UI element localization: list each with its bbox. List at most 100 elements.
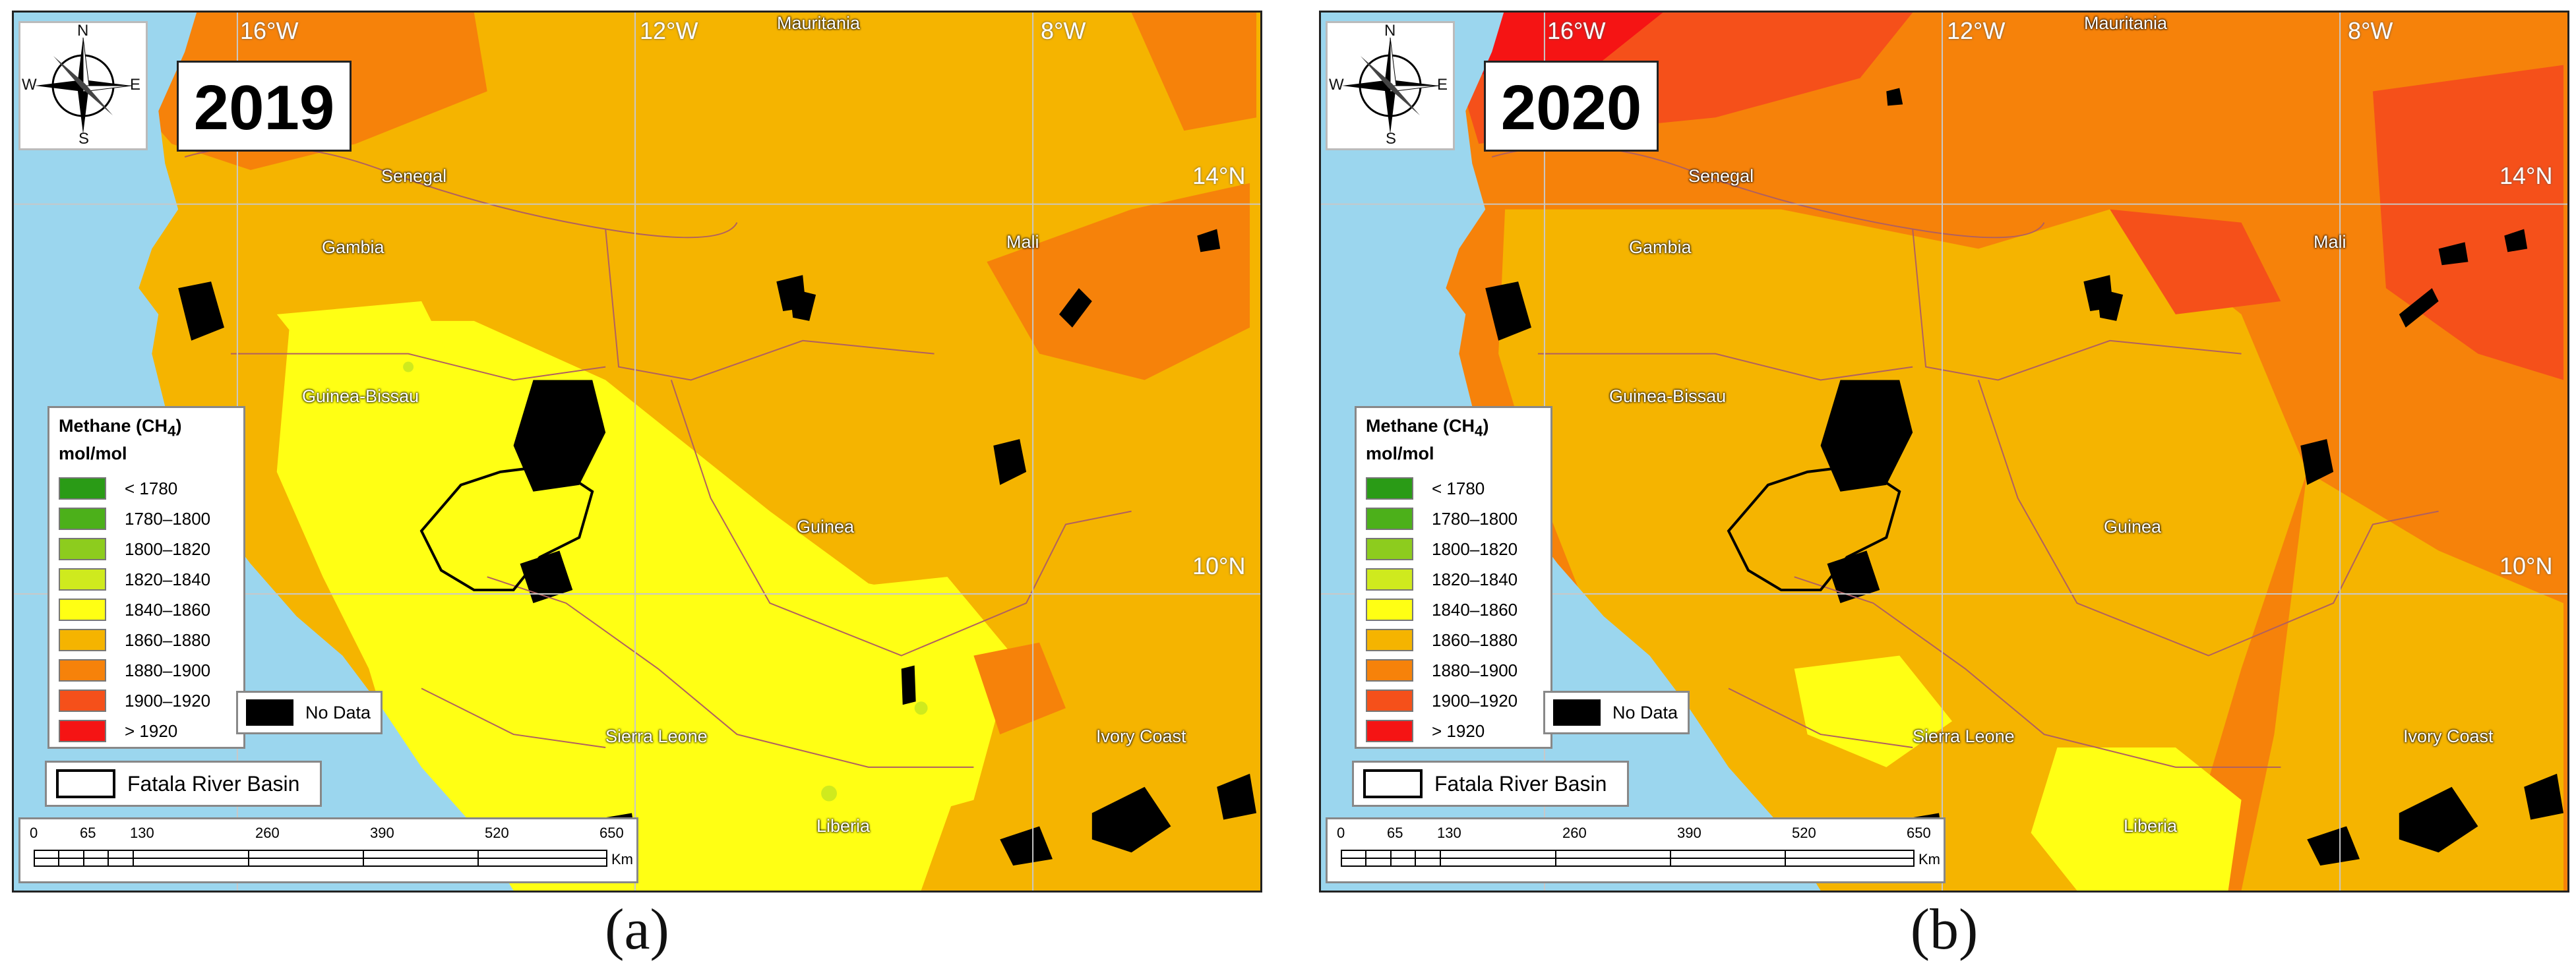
year-label: 2020 bbox=[1484, 61, 1659, 152]
legend-item: 1800–1820 bbox=[1366, 534, 1541, 564]
legend-swatch bbox=[1366, 659, 1413, 682]
nodata-swatch bbox=[246, 699, 293, 726]
country-label: Gambia bbox=[322, 237, 384, 257]
legend-label: 1840–1860 bbox=[1432, 599, 1518, 620]
basin-label: Fatala River Basin bbox=[127, 771, 300, 796]
scale-tick: 650 bbox=[599, 825, 624, 841]
year-label: 2019 bbox=[177, 61, 352, 152]
scale-tick: 0 bbox=[1337, 825, 1345, 841]
scale-bar: 0 65 130 260 390 520 650 Km bbox=[18, 817, 638, 883]
compass-rose: N S E W bbox=[1326, 21, 1455, 150]
legend-item: 1880–1900 bbox=[1366, 655, 1541, 686]
scale-ruler bbox=[1341, 850, 1915, 867]
legend-title: Methane (CH4) bbox=[59, 416, 182, 440]
legend-label: 1840–1860 bbox=[125, 599, 211, 620]
legend: Methane (CH4) mol/mol < 1780 1780–1800 180… bbox=[1355, 406, 1552, 749]
compass-s: S bbox=[78, 130, 90, 148]
country-label: Ivory Coast bbox=[1096, 726, 1186, 746]
legend: Methane (CH4) mol/mol < 1780 1780–1800 180… bbox=[47, 406, 245, 749]
scale-tick: 650 bbox=[1907, 825, 1931, 841]
lat-label: 10°N bbox=[2499, 552, 2553, 579]
country-label: Liberia bbox=[2124, 816, 2178, 836]
legend-label: 1900–1920 bbox=[1432, 690, 1518, 711]
legend-unit: mol/mol bbox=[59, 444, 127, 464]
panel-caption-b: (b) bbox=[1910, 898, 1978, 962]
legend-item: < 1780 bbox=[1366, 473, 1541, 504]
country-label: Sierra Leone bbox=[605, 726, 708, 746]
compass-icon bbox=[1342, 37, 1439, 134]
legend-swatch bbox=[59, 659, 106, 682]
country-label: Liberia bbox=[816, 816, 871, 836]
legend-item: 1820–1840 bbox=[59, 564, 234, 595]
lon-label: 8°W bbox=[2348, 17, 2393, 44]
legend-swatch bbox=[1366, 568, 1413, 591]
legend-swatch bbox=[1366, 538, 1413, 561]
compass-n: N bbox=[77, 22, 89, 40]
legend-item: 1860–1880 bbox=[59, 625, 234, 655]
legend-unit: mol/mol bbox=[1366, 444, 1434, 464]
legend-swatch bbox=[1366, 477, 1413, 500]
lon-label: 8°W bbox=[1041, 17, 1086, 44]
lat-label: 14°N bbox=[1192, 162, 1246, 189]
legend-swatch bbox=[59, 599, 106, 622]
legend-swatch bbox=[59, 508, 106, 531]
nodata-label: No Data bbox=[1612, 702, 1678, 722]
scale-tick: 390 bbox=[1677, 825, 1702, 841]
country-label: Senegal bbox=[381, 166, 447, 186]
country-label: Guinea bbox=[2104, 517, 2162, 537]
legend-item: 1900–1920 bbox=[59, 686, 234, 716]
country-label: Senegal bbox=[1688, 166, 1754, 186]
legend-swatch bbox=[59, 720, 106, 743]
lon-label: 12°W bbox=[1947, 17, 2006, 44]
legend-label: 1860–1880 bbox=[125, 630, 211, 650]
lat-label: 14°N bbox=[2499, 162, 2553, 189]
nodata-label: No Data bbox=[305, 702, 371, 722]
nodata-swatch bbox=[1553, 699, 1601, 726]
nodata-legend: No Data bbox=[236, 691, 383, 734]
country-label: Ivory Coast bbox=[2403, 726, 2494, 746]
legend-label: 1780–1800 bbox=[125, 508, 211, 529]
compass-e: E bbox=[130, 76, 141, 94]
basin-legend: Fatala River Basin bbox=[1352, 761, 1629, 807]
scale-tick: 65 bbox=[1387, 825, 1403, 841]
scale-tick: 130 bbox=[1437, 825, 1461, 841]
scale-tick: 520 bbox=[485, 825, 509, 841]
legend-item: 1800–1820 bbox=[59, 534, 234, 564]
legend-swatch bbox=[59, 689, 106, 713]
compass-s: S bbox=[1386, 130, 1397, 148]
legend-item: 1780–1800 bbox=[59, 504, 234, 534]
legend-swatch bbox=[59, 538, 106, 561]
country-label: Gambia bbox=[1629, 237, 1692, 257]
country-label: Sierra Leone bbox=[1913, 726, 2015, 746]
scale-tick: 0 bbox=[30, 825, 38, 841]
lon-label: 16°W bbox=[240, 17, 299, 44]
basin-legend: Fatala River Basin bbox=[45, 761, 322, 807]
legend-title: Methane (CH4) bbox=[1366, 416, 1489, 440]
lat-label: 10°N bbox=[1192, 552, 1246, 579]
scale-tick: 260 bbox=[255, 825, 280, 841]
compass-w: W bbox=[22, 76, 37, 94]
legend-label: 1820–1840 bbox=[1432, 569, 1518, 589]
legend-swatch bbox=[1366, 629, 1413, 652]
legend-label: 1860–1880 bbox=[1432, 630, 1518, 650]
basin-swatch bbox=[1363, 769, 1423, 798]
legend-item: 1900–1920 bbox=[1366, 686, 1541, 716]
country-label: Guinea bbox=[797, 517, 855, 537]
panel-caption-a: (a) bbox=[605, 898, 669, 962]
scale-unit: Km bbox=[1918, 851, 1940, 867]
legend-label: 1800–1820 bbox=[125, 539, 211, 559]
basin-swatch bbox=[56, 769, 115, 798]
legend-item: 1820–1840 bbox=[1366, 564, 1541, 595]
legend-swatch bbox=[1366, 689, 1413, 713]
scale-unit: Km bbox=[611, 851, 633, 867]
legend-label: > 1920 bbox=[125, 720, 178, 741]
legend-label: 1820–1840 bbox=[125, 569, 211, 589]
legend-item: 1840–1860 bbox=[1366, 595, 1541, 625]
legend-item: 1880–1900 bbox=[59, 655, 234, 686]
legend-label: < 1780 bbox=[125, 478, 178, 498]
map-panel-2019: 16°W 12°W 8°W 14°N 10°N Mauritania Seneg… bbox=[12, 11, 1262, 893]
country-label: Guinea-Bissau bbox=[302, 386, 419, 406]
legend-item: > 1920 bbox=[59, 716, 234, 746]
compass-icon bbox=[35, 37, 132, 134]
scale-ruler bbox=[34, 850, 607, 867]
